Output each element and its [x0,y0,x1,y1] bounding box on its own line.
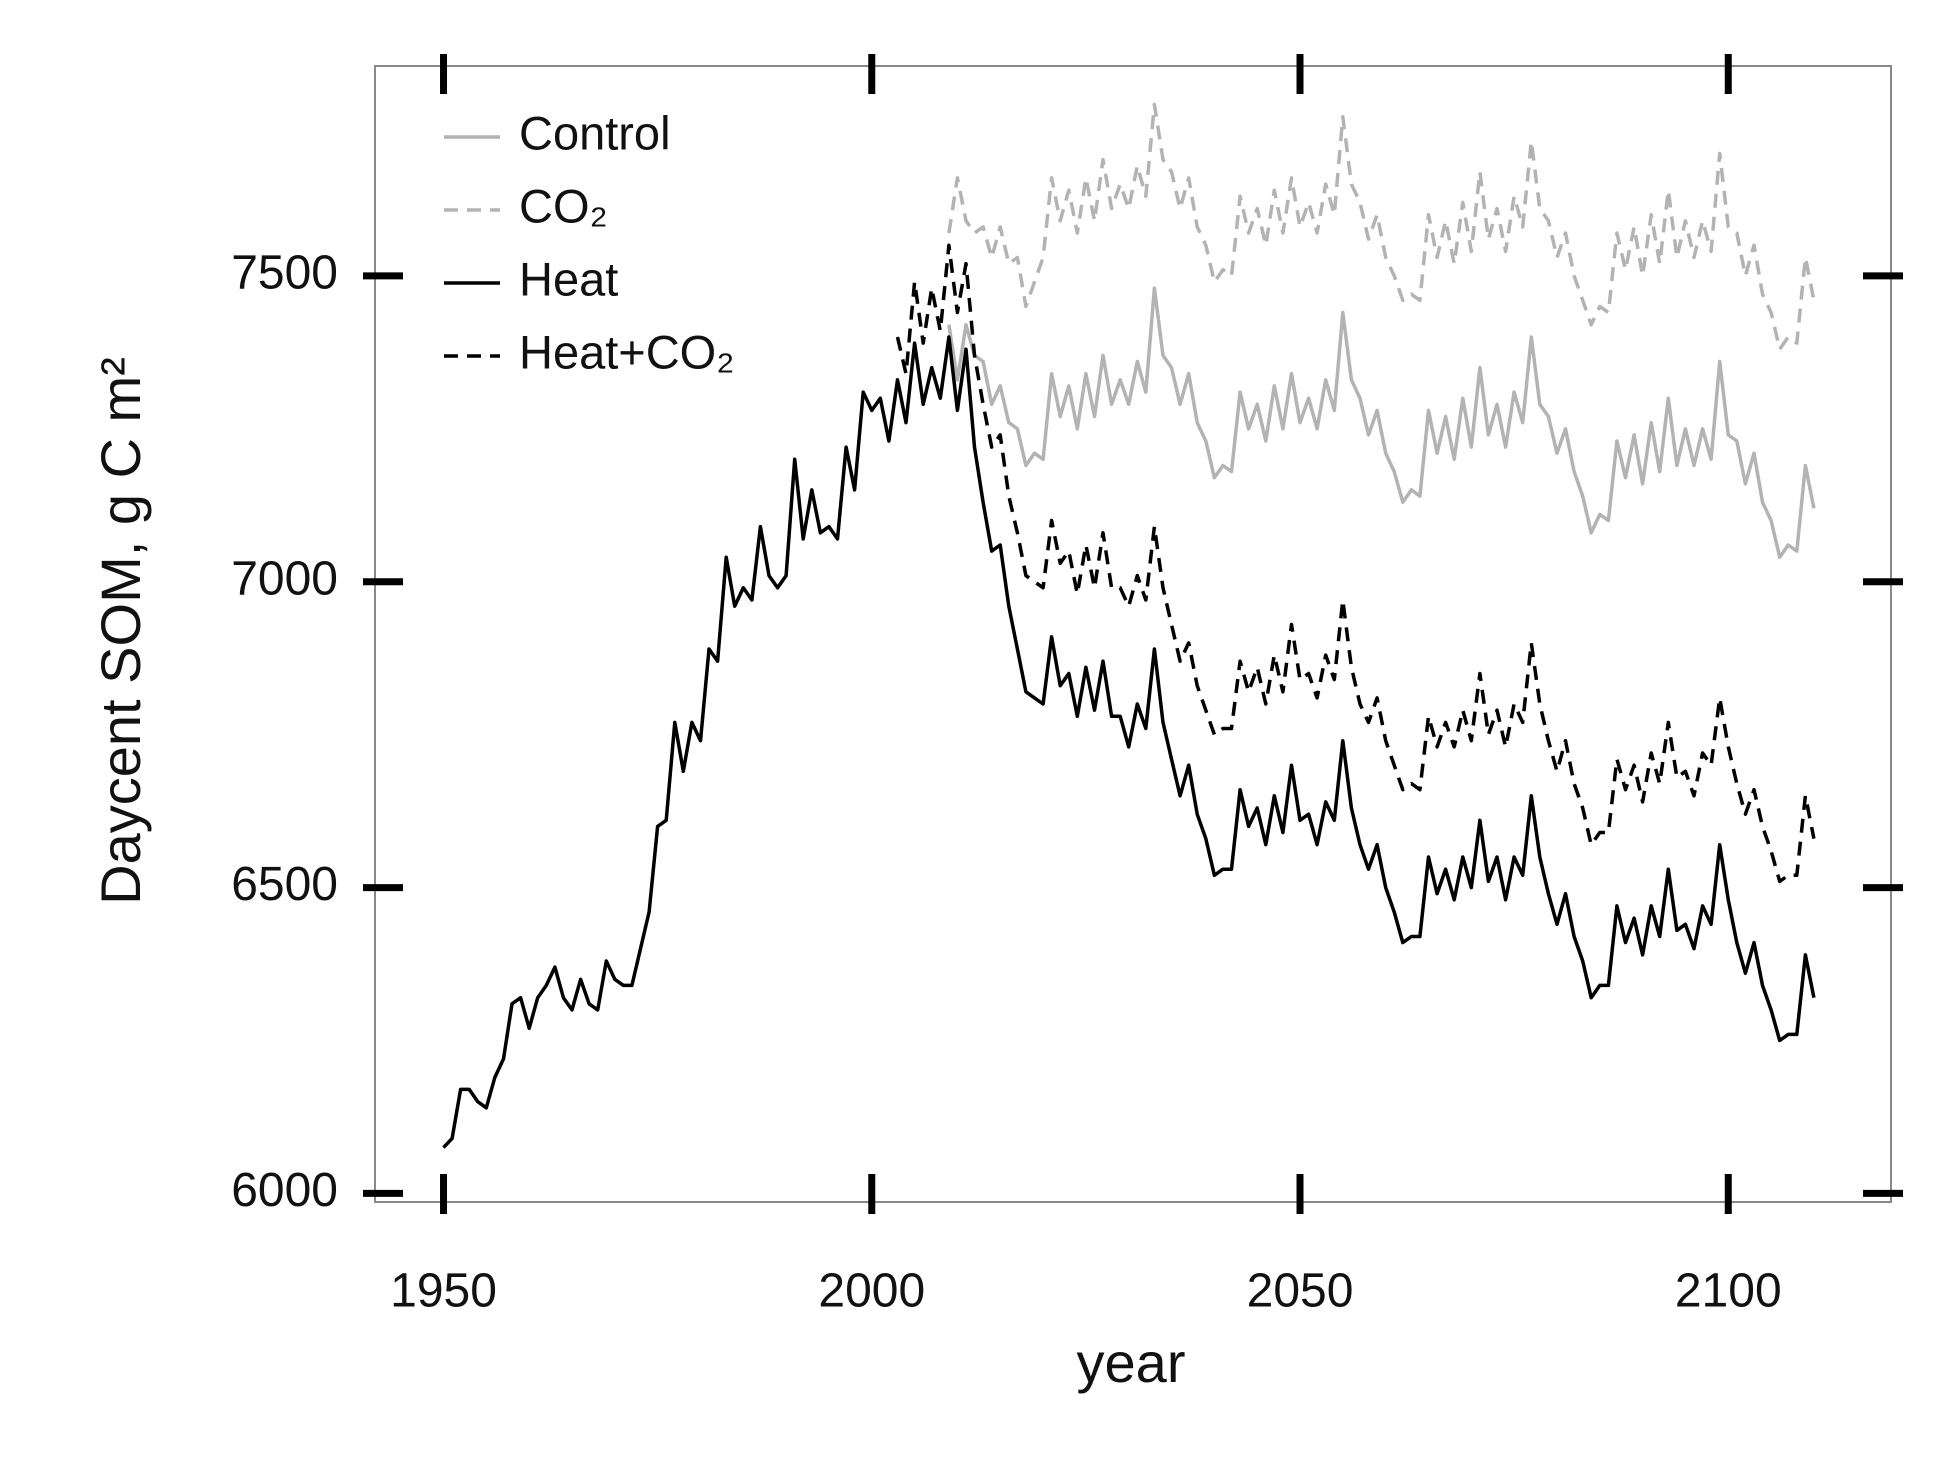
y-tick-label: 6500 [231,858,338,911]
legend-label: Heat+CO₂ [519,325,734,378]
y-tick-label: 6000 [231,1164,338,1217]
series-line [947,286,1816,559]
y-tick-label: 7000 [231,552,338,605]
x-tick-label: 2000 [818,1265,925,1318]
y-tick-label: 7500 [231,246,338,299]
legend-label: Heat [519,252,618,305]
plot-frame [374,65,1892,1203]
y-axis-label: Daycent SOM, g C m² [89,357,152,905]
legend-label: CO₂ [519,179,608,232]
x-tick-label: 2100 [1675,1265,1782,1318]
series-line [442,335,1816,1149]
series-line [947,102,1816,351]
series-line [895,243,1816,884]
x-tick-label: 1950 [390,1265,497,1318]
x-axis-label: year [1077,1331,1186,1394]
x-tick-label: 2050 [1247,1265,1354,1318]
legend-label: Control [519,106,671,159]
